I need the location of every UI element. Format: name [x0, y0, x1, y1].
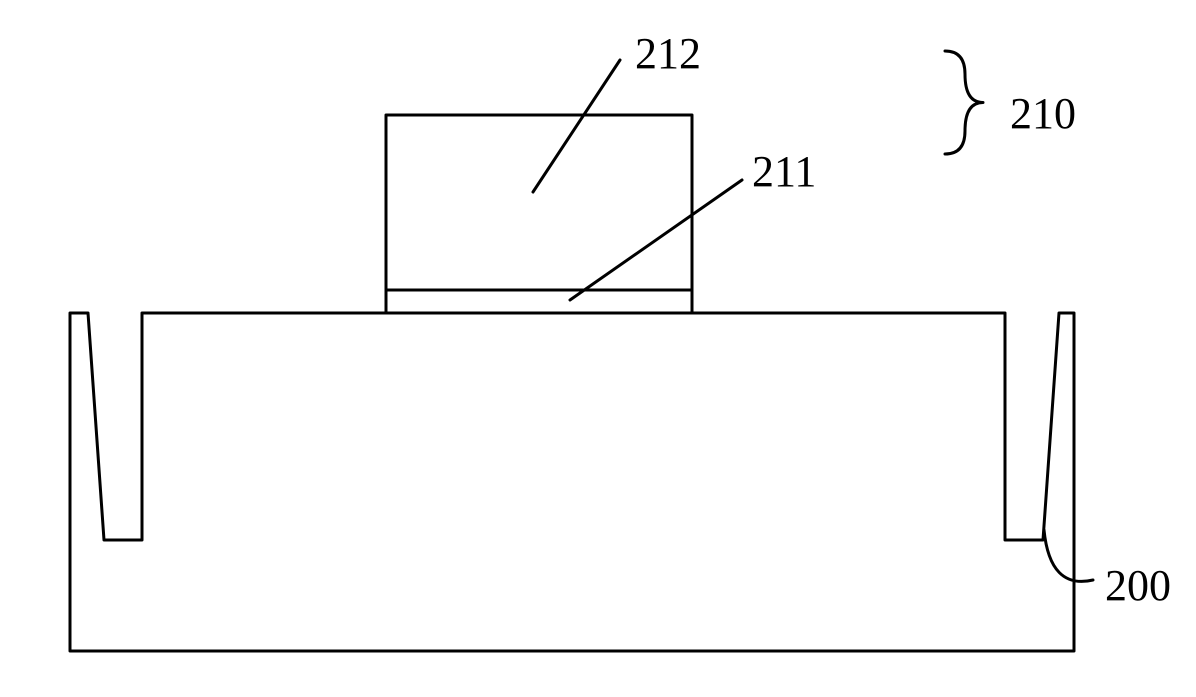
- label-211: 211: [752, 147, 816, 196]
- gate-stack-210: [386, 115, 692, 313]
- leader-211: [570, 180, 742, 300]
- label-210: 210: [1010, 89, 1076, 138]
- brace-210: [945, 51, 983, 154]
- substrate-200: [70, 313, 1074, 651]
- technical-diagram: 212 211 210 200: [0, 0, 1196, 697]
- leader-200: [1044, 530, 1093, 581]
- leader-212: [533, 60, 620, 192]
- label-212: 212: [635, 29, 701, 78]
- label-200: 200: [1105, 561, 1171, 610]
